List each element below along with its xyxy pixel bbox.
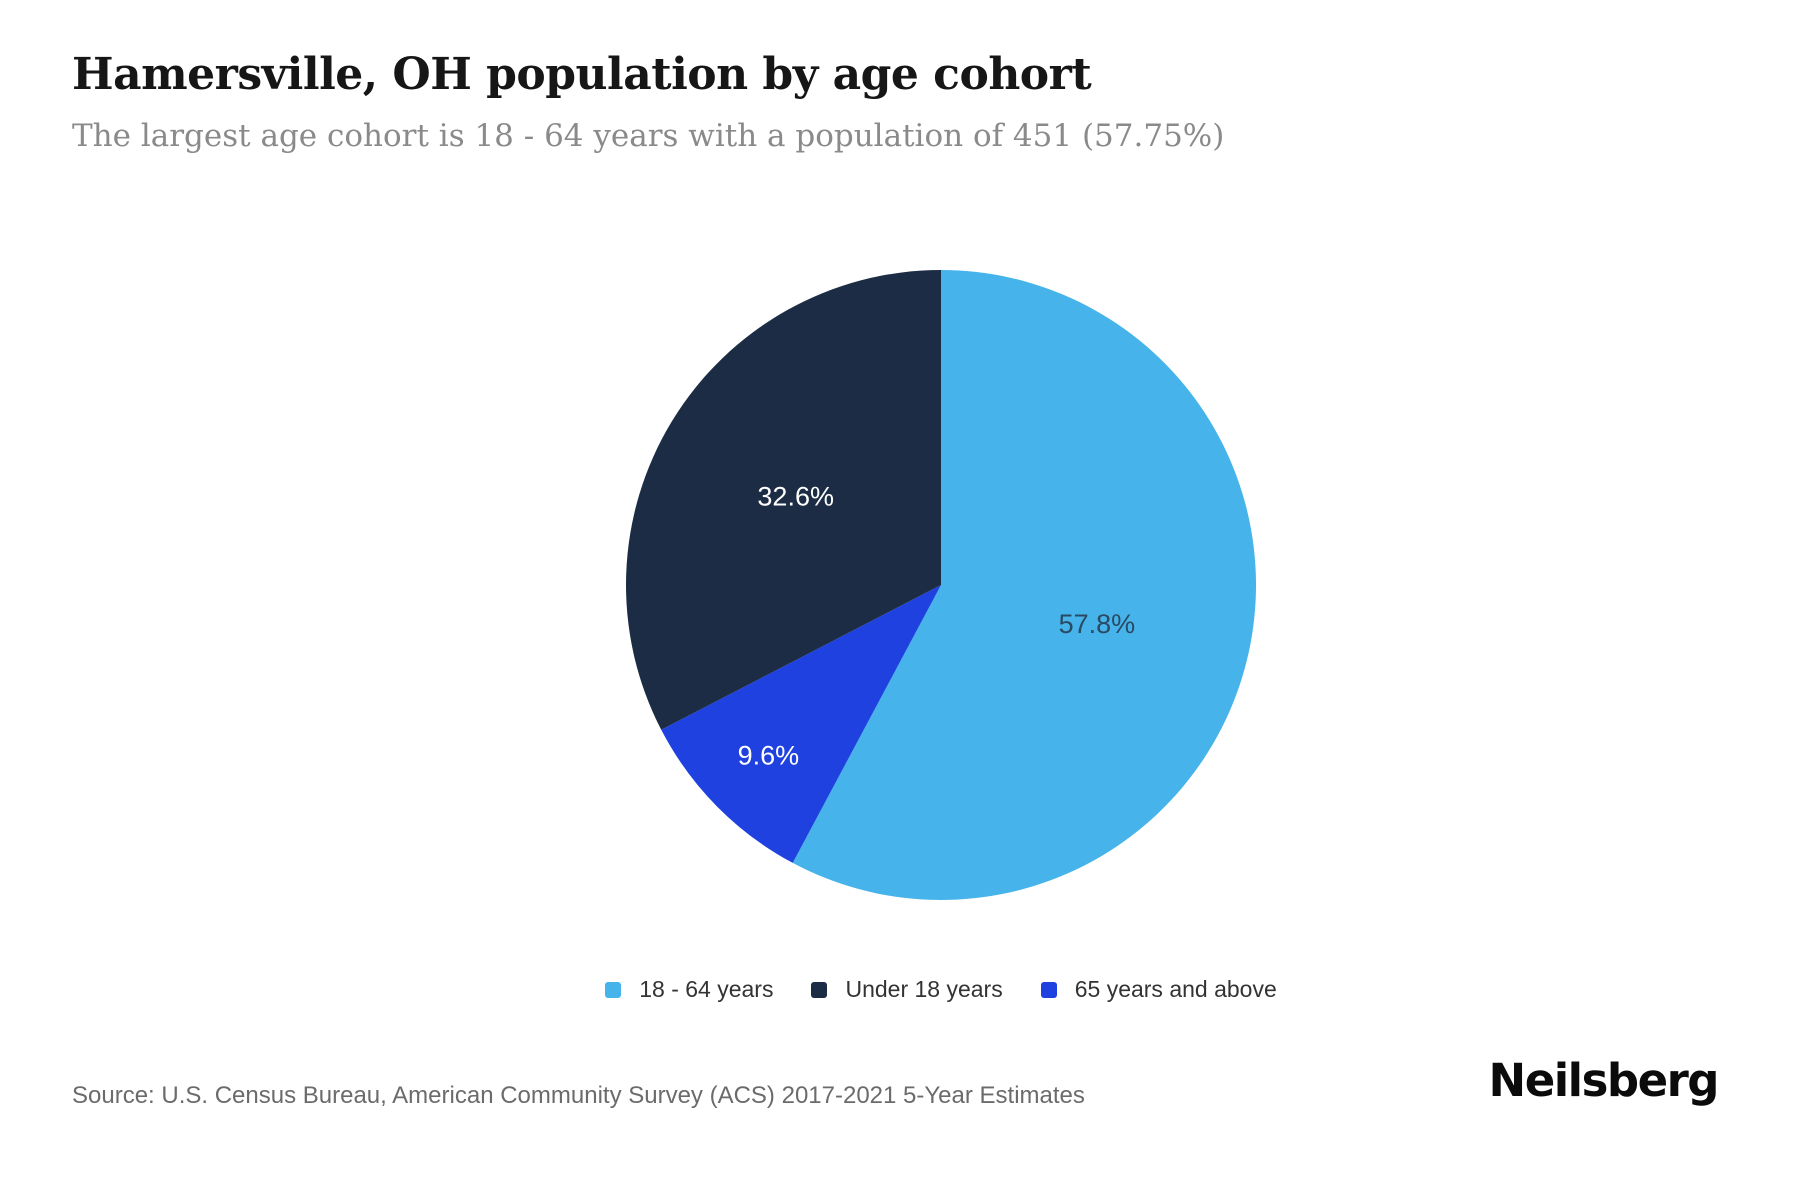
pie-slice-label-18-64-years: 57.8%: [1059, 609, 1136, 639]
chart-title: Hamersville, OH population by age cohort: [72, 49, 1092, 100]
legend-swatch-icon: [811, 981, 828, 998]
legend-label: 65 years and above: [1074, 976, 1277, 1002]
pie-slice-65-years-and-above[interactable]: [661, 585, 941, 863]
pie-slice-label-65-years-and-above: 9.6%: [738, 740, 800, 770]
pie-slice-under-18-years[interactable]: [626, 270, 941, 730]
legend-swatch-icon: [605, 981, 622, 998]
legend: 18 - 64 years Under 18 years 65 years and …: [41, 976, 1800, 1003]
chart-subtitle: The largest age cohort is 18 - 64 years …: [72, 118, 1225, 154]
legend-label: Under 18 years: [845, 976, 1003, 1002]
legend-item-under-18-years[interactable]: Under 18 years: [811, 976, 1003, 1003]
pie-chart[interactable]: 57.8% 9.6% 32.6%: [621, 265, 1261, 905]
pie-slice-label-under-18-years: 32.6%: [757, 482, 834, 512]
legend-item-65-years-and-above[interactable]: 65 years and above: [1040, 976, 1277, 1003]
legend-swatch-icon: [1040, 981, 1057, 998]
legend-item-18-64-years[interactable]: 18 - 64 years: [605, 976, 773, 1003]
pie-slice-18-64-years[interactable]: [792, 270, 1257, 900]
source-note: Source: U.S. Census Bureau, American Com…: [72, 1082, 1085, 1109]
legend-label: 18 - 64 years: [639, 976, 774, 1002]
brand-logo: Neilsberg: [1488, 1054, 1720, 1107]
